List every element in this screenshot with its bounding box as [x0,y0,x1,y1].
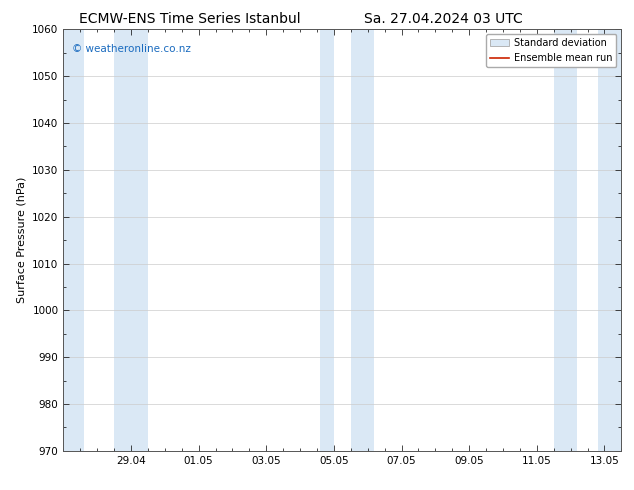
Bar [598,29,621,451]
Bar [63,29,84,451]
Bar [320,29,334,451]
Text: © weatheronline.co.nz: © weatheronline.co.nz [72,44,191,54]
Bar [351,29,375,451]
Text: ECMW-ENS Time Series Istanbul: ECMW-ENS Time Series Istanbul [79,12,301,26]
Text: Sa. 27.04.2024 03 UTC: Sa. 27.04.2024 03 UTC [365,12,523,26]
Y-axis label: Surface Pressure (hPa): Surface Pressure (hPa) [16,177,27,303]
Bar [553,29,578,451]
Bar [114,29,148,451]
Legend: Standard deviation, Ensemble mean run: Standard deviation, Ensemble mean run [486,34,616,67]
